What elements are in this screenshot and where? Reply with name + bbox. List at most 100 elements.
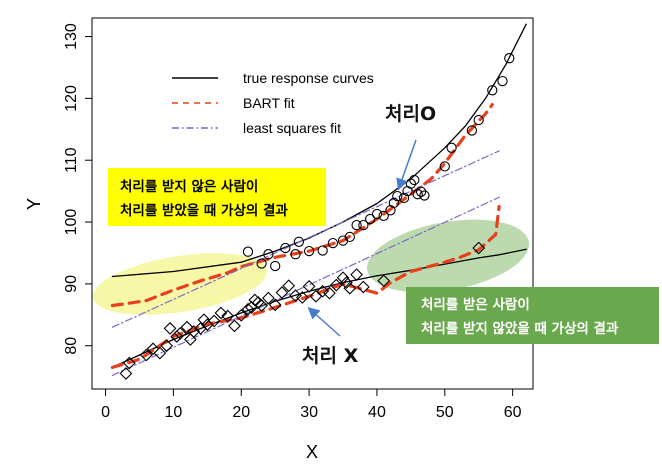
x-tick-label: 40 <box>368 404 386 421</box>
untreated-arrow <box>307 307 341 337</box>
point-untreated <box>340 276 353 290</box>
point-untreated <box>122 356 136 370</box>
point-untreated <box>228 319 241 333</box>
point-treated <box>487 85 498 96</box>
point-treated <box>415 186 427 197</box>
y-axis-title: Y <box>24 198 44 210</box>
point-treated <box>439 161 450 172</box>
point-untreated <box>268 298 282 312</box>
point-untreated <box>295 291 309 304</box>
treated-arrow <box>396 139 417 191</box>
point-untreated <box>343 281 357 295</box>
note-right-line1: 처리를 받은 사람이 <box>421 296 530 313</box>
series-line-1 <box>111 23 527 278</box>
point-treated <box>270 260 281 272</box>
y-tick-label: 130 <box>63 23 80 50</box>
legend-label-true: true response curves <box>243 70 374 86</box>
point-treated <box>263 249 274 260</box>
point-untreated <box>329 278 343 292</box>
note-right: 처리를 받은 사람이 처리를 받지 않았을 때 가상의 결과 <box>406 287 659 344</box>
point-untreated <box>207 314 221 328</box>
series-line-3 <box>110 102 494 308</box>
point-treated <box>504 53 515 64</box>
point-untreated <box>234 309 248 322</box>
point-untreated <box>187 325 201 338</box>
point-untreated <box>139 348 153 362</box>
legend: true response curves BART fit least squa… <box>172 70 374 136</box>
point-untreated <box>377 274 391 288</box>
point-treated <box>365 213 376 225</box>
plot-area <box>110 23 527 380</box>
x-tick-label: 60 <box>504 404 522 421</box>
y-tick-label: 120 <box>63 85 80 112</box>
point-untreated <box>316 284 330 298</box>
series-line-5 <box>111 150 500 328</box>
x-tick-label: 20 <box>232 404 250 421</box>
point-treated <box>303 245 315 257</box>
point-treated <box>409 174 420 186</box>
y-tick-label: 100 <box>63 209 80 236</box>
point-treated <box>256 258 267 269</box>
point-treated <box>419 190 430 201</box>
point-untreated <box>262 291 275 305</box>
point-treated <box>398 192 410 204</box>
point-untreated <box>197 313 211 327</box>
point-treated <box>378 210 389 222</box>
plot-frame <box>91 17 534 390</box>
highlight-left-ellipse <box>92 253 268 315</box>
x-tick-label: 0 <box>101 404 110 421</box>
y-tick-label: 80 <box>63 337 80 355</box>
point-untreated <box>163 322 177 335</box>
point-untreated <box>173 326 187 340</box>
point-treated <box>351 219 362 231</box>
point-untreated <box>119 367 133 380</box>
note-left-line2: 처리를 받았을 때 가상의 결과 <box>120 202 288 219</box>
point-treated <box>327 237 339 249</box>
point-treated <box>344 231 355 243</box>
point-untreated <box>289 289 302 303</box>
point-treated <box>446 142 457 153</box>
note-right-line2: 처리를 받지 않았을 때 가상의 결과 <box>421 320 619 337</box>
legend-label-ls: least squares fit <box>243 120 341 136</box>
point-treated <box>392 190 403 202</box>
untreated-label: 처리 X <box>302 345 359 367</box>
point-treated <box>290 249 301 260</box>
point-untreated <box>241 302 255 316</box>
point-untreated <box>472 241 486 255</box>
x-tick-label: 50 <box>436 404 454 421</box>
point-untreated <box>170 330 184 343</box>
point-treated <box>242 246 254 257</box>
x-axis-title: X <box>306 442 318 462</box>
point-treated <box>371 208 383 220</box>
legend-label-bart: BART fit <box>243 95 295 111</box>
point-untreated <box>221 309 235 323</box>
point-untreated <box>336 271 350 285</box>
x-tick-label: 10 <box>165 404 183 421</box>
point-untreated <box>323 286 336 300</box>
point-treated <box>497 75 508 87</box>
axes: 0 10 20 30 40 50 60 80 90 100 110 120 130 <box>63 23 522 421</box>
series-line-4 <box>111 196 500 376</box>
x-tick-label: 30 <box>300 404 318 421</box>
y-tick-label: 110 <box>63 147 80 173</box>
point-treated <box>293 236 305 247</box>
point-untreated <box>183 333 197 346</box>
highlight-right-ellipse <box>367 219 529 293</box>
point-untreated <box>248 293 262 307</box>
point-untreated <box>282 279 296 293</box>
treated-label: 처리O <box>385 103 436 125</box>
point-treated <box>317 245 328 256</box>
note-right-box <box>406 287 659 344</box>
point-untreated <box>153 346 167 360</box>
point-untreated <box>146 342 160 356</box>
point-untreated <box>180 320 194 334</box>
point-untreated <box>255 299 268 312</box>
point-treated <box>412 189 423 200</box>
point-untreated <box>302 279 316 293</box>
point-untreated <box>357 280 370 294</box>
point-treated <box>473 114 484 126</box>
point-untreated <box>275 286 289 299</box>
point-treated <box>388 197 400 209</box>
point-untreated <box>350 268 363 281</box>
